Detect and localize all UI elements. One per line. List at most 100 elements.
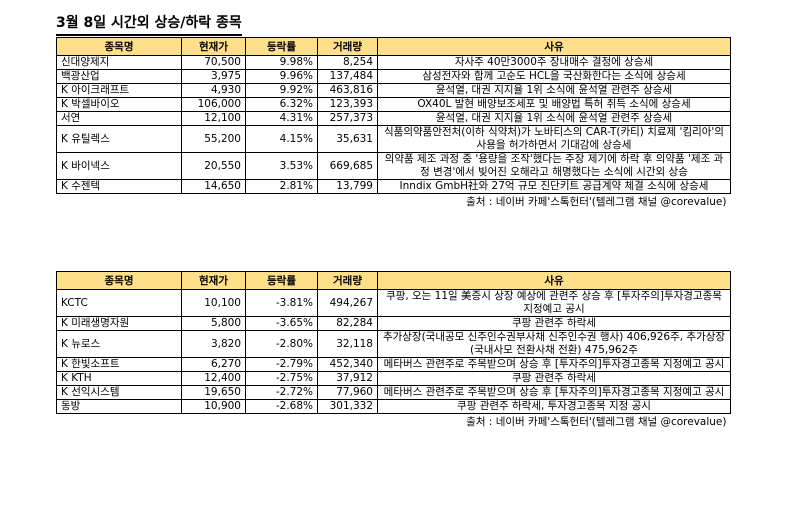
table-row: K 뉴로스 3,820 -2.80% 32,118 추가상장(국내공모 신주인수권부사채… [56, 330, 731, 358]
current-price: 4,930 [181, 83, 246, 98]
table-row: K 바이넥스 20,550 3.53% 669,685 의약품 제조 과정 중 '용량을… [56, 152, 731, 180]
header-row: 종목명 현재가 등락률 거래량 사유 [56, 37, 731, 56]
change-rate: 9.96% [245, 69, 318, 84]
change-rate: 6.32% [245, 97, 318, 112]
reason-text: 식품의약품안전처(이하 식약처)가 노바티스의 CAR-T(카티) 치료제 '킴… [377, 125, 731, 153]
current-price: 106,000 [181, 97, 246, 112]
source-note: 출처 : 네이버 카페'스톡헌터'(텔레그램 채널 @corevalue) [466, 196, 727, 208]
table-row: K 유틸렉스 55,200 4.15% 35,631 식품의약품안전처(이하 식약처)가… [56, 125, 731, 153]
header-name: 종목명 [56, 271, 182, 290]
header-price: 현재가 [181, 271, 246, 290]
current-price: 12,100 [181, 111, 246, 126]
stock-name: K 유틸렉스 [56, 125, 182, 153]
table-row: 신대양제지 70,500 9.98% 8,254 자사주 40만3000주 장내매수 결… [56, 55, 731, 70]
change-rate: 4.31% [245, 111, 318, 126]
current-price: 10,900 [181, 399, 246, 414]
stock-name: 서연 [56, 111, 182, 126]
reason-text: 쿠팡 관련주 하락세 [377, 316, 731, 331]
change-rate: -2.80% [245, 330, 318, 358]
trade-volume: 82,284 [317, 316, 378, 331]
trade-volume: 137,484 [317, 69, 378, 84]
reason-text: 삼성전자와 함께 고순도 HCL을 국산화한다는 소식에 상승세 [377, 69, 731, 84]
trade-volume: 123,393 [317, 97, 378, 112]
stock-name: K 바이넥스 [56, 152, 182, 180]
table-row: K 미래생명자원 5,800 -3.65% 82,284 쿠팡 관련주 하락세 [56, 316, 731, 331]
trade-volume: 37,912 [317, 371, 378, 386]
change-rate: 4.15% [245, 125, 318, 153]
current-price: 5,800 [181, 316, 246, 331]
trade-volume: 452,340 [317, 357, 378, 372]
reason-text: 쿠팡 관련주 하락세, 투자경고종목 지정 공시 [377, 399, 731, 414]
table-row: KCTC 10,100 -3.81% 494,267 쿠팡, 오는 11일 美증시 상장… [56, 289, 731, 317]
current-price: 19,650 [181, 385, 246, 400]
current-price: 20,550 [181, 152, 246, 180]
header-volume: 거래량 [317, 37, 378, 56]
trade-volume: 35,631 [317, 125, 378, 153]
table-row: K 아이크래프트 4,930 9.92% 463,816 윤석열, 대권 지지율 1위 … [56, 83, 731, 98]
rising-stocks-table: 종목명 현재가 등락률 거래량 사유 신대양제지 70,500 9.98% 8,254… [56, 37, 731, 209]
trade-volume: 77,960 [317, 385, 378, 400]
header-reason: 사유 [377, 271, 731, 290]
stock-name: K 박셀바이오 [56, 97, 182, 112]
header-row: 종목명 현재가 등락률 거래량 사유 [56, 271, 731, 290]
change-rate: 9.92% [245, 83, 318, 98]
header-volume: 거래량 [317, 271, 378, 290]
stock-name: KCTC [56, 289, 182, 317]
current-price: 3,975 [181, 69, 246, 84]
reason-text: 쿠팡 관련주 하락세 [377, 371, 731, 386]
change-rate: 9.98% [245, 55, 318, 70]
table-row: K KTH 12,400 -2.75% 37,912 쿠팡 관련주 하락세 [56, 371, 731, 386]
change-rate: 3.53% [245, 152, 318, 180]
reason-text: 추가상장(국내공모 신주인수권부사채 신주인수권 행사) 406,926주, 추… [377, 330, 731, 358]
stock-name: K 뉴로스 [56, 330, 182, 358]
table-row: 백광산업 3,975 9.96% 137,484 삼성전자와 함께 고순도 HCL을 국… [56, 69, 731, 84]
header-price: 현재가 [181, 37, 246, 56]
stock-name: 백광산업 [56, 69, 182, 84]
table-row: K 박셀바이오 106,000 6.32% 123,393 OX40L 발현 배양보조세… [56, 97, 731, 112]
current-price: 6,270 [181, 357, 246, 372]
table-row: 서연 12,100 4.31% 257,373 윤석열, 대권 지지율 1위 소식에 윤… [56, 111, 731, 126]
stock-name: 신대양제지 [56, 55, 182, 70]
trade-volume: 13,799 [317, 179, 378, 194]
trade-volume: 257,373 [317, 111, 378, 126]
header-reason: 사유 [377, 37, 731, 56]
stock-name: K 수젠텍 [56, 179, 182, 194]
change-rate: -2.68% [245, 399, 318, 414]
page-title: 3월 8일 시간외 상승/하락 종목 [56, 12, 242, 36]
change-rate: -2.72% [245, 385, 318, 400]
header-change: 등락률 [245, 271, 318, 290]
current-price: 70,500 [181, 55, 246, 70]
change-rate: -2.79% [245, 357, 318, 372]
reason-text: 메타버스 관련주로 주목받으며 상승 후 [투자주의]투자경고종목 지정예고 공… [377, 357, 731, 372]
stock-name: K 미래생명자원 [56, 316, 182, 331]
falling-stocks-table: 종목명 현재가 등락률 거래량 사유 KCTC 10,100 -3.81% 494,2… [56, 271, 731, 429]
table-row: K 선익시스템 19,650 -2.72% 77,960 메타버스 관련주로 주목받으며… [56, 385, 731, 400]
reason-text: 윤석열, 대권 지지율 1위 소식에 윤석열 관련주 상승세 [377, 111, 731, 126]
stock-name: K 아이크래프트 [56, 83, 182, 98]
current-price: 3,820 [181, 330, 246, 358]
header-name: 종목명 [56, 37, 182, 56]
current-price: 10,100 [181, 289, 246, 317]
reason-text: 메타버스 관련주로 주목받으며 상승 후 [투자주의]투자경고종목 지정예고 공… [377, 385, 731, 400]
trade-volume: 8,254 [317, 55, 378, 70]
change-rate: 2.81% [245, 179, 318, 194]
reason-text: 쿠팡, 오는 11일 美증시 상장 예상에 관련주 상승 후 [투자주의]투자경… [377, 289, 731, 317]
table-row: K 한빛소프트 6,270 -2.79% 452,340 메타버스 관련주로 주목받으며… [56, 357, 731, 372]
stock-name: 동방 [56, 399, 182, 414]
change-rate: -2.75% [245, 371, 318, 386]
reason-text: 윤석열, 대권 지지율 1위 소식에 윤석열 관련주 상승세 [377, 83, 731, 98]
stock-name: K 한빛소프트 [56, 357, 182, 372]
trade-volume: 463,816 [317, 83, 378, 98]
change-rate: -3.65% [245, 316, 318, 331]
table-row: 동방 10,900 -2.68% 301,332 쿠팡 관련주 하락세, 투자경고종목 … [56, 399, 731, 414]
reason-text: OX40L 발현 배양보조세포 및 배양법 특허 취득 소식에 상승세 [377, 97, 731, 112]
source-note: 출처 : 네이버 카페'스톡헌터'(텔레그램 채널 @corevalue) [466, 416, 727, 428]
trade-volume: 494,267 [317, 289, 378, 317]
current-price: 55,200 [181, 125, 246, 153]
stock-name: K KTH [56, 371, 182, 386]
reason-text: 의약품 제조 과정 중 '용량을 조작'했다는 주장 제기에 하락 후 의약품 … [377, 152, 731, 180]
current-price: 12,400 [181, 371, 246, 386]
current-price: 14,650 [181, 179, 246, 194]
header-change: 등락률 [245, 37, 318, 56]
trade-volume: 669,685 [317, 152, 378, 180]
